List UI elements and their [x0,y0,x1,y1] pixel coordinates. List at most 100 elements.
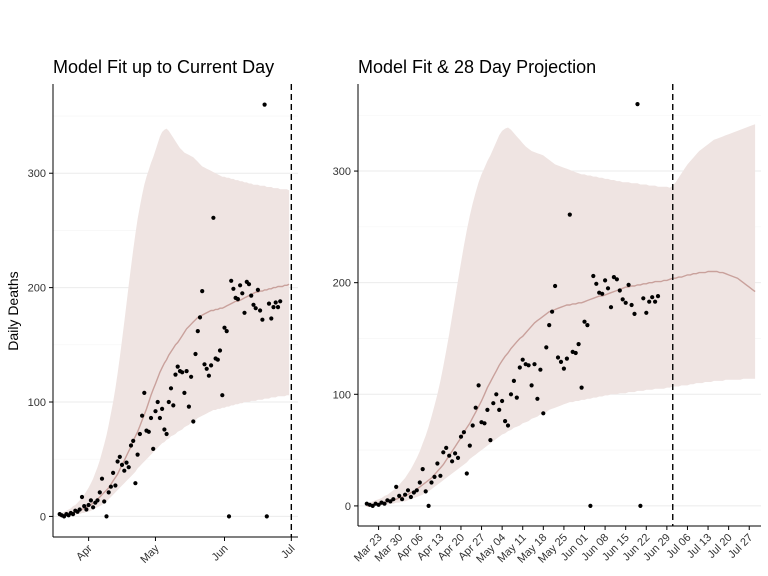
observed-point [79,494,85,500]
observed-point [84,507,89,512]
observed-point [82,504,87,509]
observed-point [508,392,514,397]
observed-point [106,490,111,495]
observed-point [133,481,138,486]
observed-point [488,438,493,443]
observed-point [97,490,102,495]
observed-point [226,514,232,519]
observed-point [532,362,537,367]
observed-point [95,498,100,503]
observed-point [148,415,154,421]
observed-point [435,461,440,466]
observed-point [168,386,174,391]
y-tick-label: 200 [333,278,351,290]
observed-point [238,283,243,288]
observed-point [231,286,236,291]
observed-point [620,297,625,302]
observed-point [258,308,263,313]
observed-point [476,383,481,388]
observed-point [391,497,396,502]
observed-point [644,310,649,315]
observed-point [260,317,265,322]
observed-point [423,489,428,494]
y-tick-label: 100 [28,397,46,409]
observed-point [160,406,165,411]
observed-point [388,499,393,504]
observed-point [394,484,399,489]
observed-point [275,305,281,310]
observed-point [211,215,216,220]
observed-point [164,431,169,437]
observed-point [157,415,162,421]
observed-point [470,423,475,428]
observed-point [162,427,167,432]
observed-point [408,494,413,500]
x-tick-label: May [138,542,162,566]
observed-point [264,514,269,519]
observed-point [538,367,543,372]
observed-point [222,325,227,330]
observed-point [429,480,434,485]
observed-point [115,459,120,464]
observed-point [414,488,419,493]
observed-point [153,409,158,414]
observed-point [655,294,661,299]
observed-point [242,310,247,315]
observed-point [202,362,207,367]
observed-point [142,390,147,395]
observed-point [600,291,605,296]
observed-point [503,419,508,424]
observed-point [186,404,191,409]
observed-point [206,373,211,378]
observed-point [438,473,443,478]
observed-point [417,480,422,485]
observed-point [191,419,196,424]
observed-point [450,459,455,464]
observed-point [99,476,105,481]
panel-title-projection: Model Fit & 28 Day Projection [358,57,596,77]
observed-point [117,454,122,459]
observed-point [204,366,209,371]
observed-point [193,351,198,357]
credible-interval-ribbon [366,124,756,506]
observed-point [567,212,572,217]
observed-point [273,300,278,305]
observed-point [70,511,76,517]
observed-point [411,490,416,495]
panel-model-projection: Model Fit & 28 Day Projection 0 100 200 300… [333,57,761,566]
observed-point [632,311,637,316]
observed-point [102,499,107,504]
observed-point [467,443,472,448]
observed-point [111,470,116,475]
observed-point [588,503,593,508]
observed-point [550,309,555,314]
observed-point [608,305,614,310]
observed-point [249,293,254,298]
x-tick-label: Jun [210,543,231,564]
observed-point [113,483,118,488]
x-tick-label: Jul [279,543,297,561]
observed-point [553,283,558,289]
observed-point [262,102,267,107]
observed-point [541,411,546,416]
observed-point [91,505,96,510]
observed-point [180,370,185,375]
observed-point [576,342,581,347]
observed-point [511,378,516,383]
observed-point [382,501,387,506]
observed-point [171,403,176,408]
observed-point [155,399,160,405]
observed-point [547,323,552,328]
y-tick-label: 200 [28,283,46,295]
observed-point [561,366,567,371]
observed-point [514,395,519,400]
observed-point [464,471,469,476]
observed-point [246,282,252,287]
observed-point [458,434,464,439]
observed-point [131,438,136,443]
observed-point [166,399,171,405]
observed-point [119,462,125,467]
model-fit-line [366,270,756,507]
observed-point [635,102,640,107]
